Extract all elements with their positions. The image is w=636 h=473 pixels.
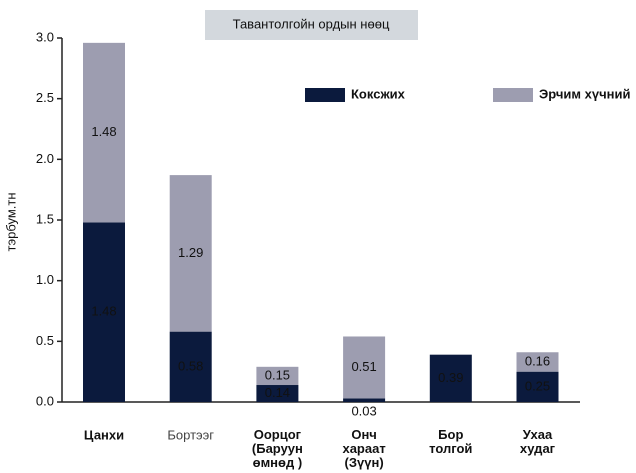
data-label: 1.29 (178, 245, 203, 260)
data-label: 0.58 (178, 358, 203, 373)
y-tick-label: 3.0 (36, 29, 54, 44)
data-label: 0.51 (351, 359, 376, 374)
x-tick-label: Оорцог (Баруун өмнөд ) (252, 427, 303, 470)
data-label: 0.25 (525, 378, 550, 393)
bar-segment (169, 331, 212, 402)
y-tick-label: 2.0 (36, 151, 54, 166)
data-label: 0.16 (525, 353, 550, 368)
legend-swatch (305, 88, 345, 102)
data-label: 0.39 (438, 370, 463, 385)
y-tick-label: 0.0 (36, 393, 54, 408)
y-tick-label: 2.5 (36, 90, 54, 105)
x-tick-label: Онч хараат (Зүүн) (342, 427, 385, 470)
title-box (205, 10, 418, 40)
x-tick-label: Ухаа худаг (520, 427, 556, 456)
legend-label: Эрчим хүчний (539, 86, 630, 101)
y-tick-label: 0.5 (36, 333, 54, 348)
data-label: 1.48 (91, 304, 116, 319)
bar-segment (256, 385, 299, 402)
bar-segment (256, 366, 299, 386)
bar-segment (83, 42, 125, 223)
bar-segment (516, 371, 559, 402)
data-label: 0.03 (351, 403, 376, 418)
x-tick-label: Бортээг (167, 427, 214, 442)
legend-swatch (493, 88, 533, 102)
bar-segment (429, 354, 472, 402)
y-tick-label: 1.5 (36, 211, 54, 226)
bar-segment (169, 175, 212, 332)
legend-label: Коксжих (351, 86, 406, 101)
bar-segment (343, 336, 386, 399)
x-tick-label: Цанхи (84, 427, 124, 442)
data-label: 1.48 (91, 124, 116, 139)
bar-segment (343, 398, 386, 402)
chart-title: Тавантолгойн ордын нөөц (233, 16, 390, 31)
bar-segment (516, 352, 559, 372)
bar-segment (83, 222, 125, 402)
y-axis-label: тэрбум.тн (3, 192, 18, 251)
data-label: 0.15 (265, 367, 290, 382)
x-tick-label: Бор толгой (429, 427, 472, 456)
y-tick-label: 1.0 (36, 272, 54, 287)
data-label: 0.14 (265, 385, 290, 400)
